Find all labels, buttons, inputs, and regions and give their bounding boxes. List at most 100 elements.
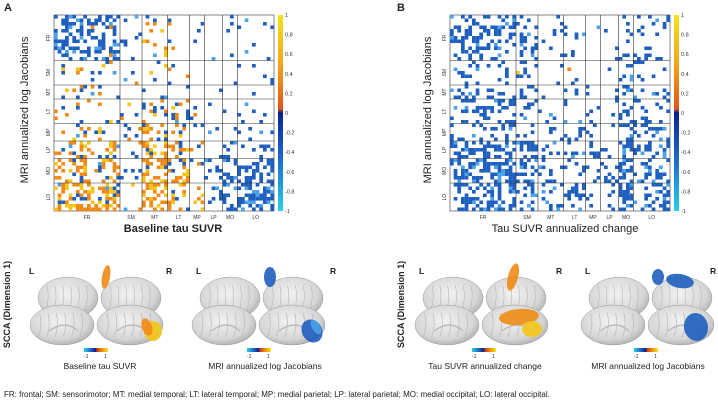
heatmap-a-cell xyxy=(164,64,168,68)
heatmap-b-cell xyxy=(519,39,524,44)
heatmap-a-cell xyxy=(105,197,110,201)
heatmap-a-cell xyxy=(175,113,179,117)
heatmap-a-cell xyxy=(164,183,168,187)
heatmap-b-cell xyxy=(563,32,568,37)
heatmap-a-cell xyxy=(68,57,73,61)
heatmap-a-cell xyxy=(248,176,253,180)
heatmap-b-cell xyxy=(479,207,484,212)
heatmap-b-cell xyxy=(479,200,484,205)
heatmap-a-cell xyxy=(112,29,117,33)
heatmap-a-cell xyxy=(61,162,66,166)
heatmap-b-cell xyxy=(505,22,509,26)
heatmap-b-cell xyxy=(659,144,663,149)
heatmap-b-cell xyxy=(497,172,502,177)
heatmap-a-cell xyxy=(222,158,227,163)
heatmap-b-cell xyxy=(475,64,480,68)
heatmap-a-cell xyxy=(109,25,113,30)
heatmap-b-cell xyxy=(593,155,597,159)
heatmap-a-cell xyxy=(145,165,150,170)
heatmap-b-cell xyxy=(461,155,465,159)
heatmap-a-cell xyxy=(79,165,84,170)
heatmap-a-cell xyxy=(178,102,183,107)
heatmap-a-xtick: MT xyxy=(151,215,158,221)
heatmap-b-cell xyxy=(464,109,469,114)
heatmap-b-cell xyxy=(567,141,572,145)
heatmap-a-cell xyxy=(145,123,150,128)
heatmap-b-cell xyxy=(523,46,528,51)
heatmap-a-cell xyxy=(270,204,275,208)
heatmap-a-ylabel: MRI annualized log Jacobians xyxy=(19,36,31,184)
heatmap-a-cell xyxy=(87,53,91,58)
heatmap-a-cell xyxy=(230,53,234,58)
heatmap-a-cell xyxy=(105,57,110,61)
heatmap-a-cell xyxy=(138,127,143,131)
heatmap-b-cell xyxy=(512,176,517,180)
heatmap-a-cell xyxy=(76,71,80,75)
heatmap-b-cell xyxy=(519,158,524,163)
heatmap-b-cell xyxy=(640,116,645,121)
heatmap-a-cell xyxy=(153,22,157,26)
heatmap-a-cell xyxy=(255,183,260,187)
heatmap-b-cell xyxy=(464,155,469,159)
heatmap-a-cell xyxy=(142,179,146,184)
heatmap-a-cell xyxy=(68,158,73,163)
heatmap-a-cell xyxy=(79,186,84,191)
heatmap-b-cell xyxy=(457,186,462,191)
heatmap-b-cell xyxy=(494,137,498,142)
brain-b1-left-lateral-sulcus xyxy=(469,285,473,311)
heatmap-b-cell xyxy=(662,204,667,208)
heatmap-a-cell xyxy=(76,207,80,212)
heatmap-b-cell xyxy=(497,148,502,152)
heatmap-a-cell xyxy=(79,127,84,131)
heatmap-b-cell xyxy=(450,88,454,93)
minibar-b1 xyxy=(472,348,496,352)
heatmap-a-cell xyxy=(252,109,256,114)
heatmap-b-cell xyxy=(618,57,623,61)
heatmap-b-cell xyxy=(519,200,524,205)
heatmap-b-ytick: LO xyxy=(442,194,448,201)
heatmap-a-cell xyxy=(94,46,99,51)
heatmap-a-cell xyxy=(101,43,106,47)
heatmap-b-cell xyxy=(530,148,535,152)
heatmap-a-cell xyxy=(193,39,198,44)
heatmap-b-cell xyxy=(468,57,473,61)
heatmap-a-cell xyxy=(197,29,201,33)
blob-a1-orange-2 xyxy=(141,318,153,336)
heatmap-b-cell xyxy=(626,85,630,89)
heatmap-a-cell xyxy=(79,197,84,201)
heatmap-b-cell xyxy=(648,15,652,19)
heatmap-a-cell xyxy=(134,36,139,40)
heatmap-b-cell xyxy=(494,200,498,205)
heatmap-b-cell xyxy=(655,57,660,61)
heatmap-a-cell xyxy=(57,39,62,44)
heatmap-b-cell xyxy=(622,85,627,89)
heatmap-a-cell xyxy=(98,50,102,54)
heatmap-a-cell xyxy=(160,151,165,156)
heatmap-a-cell xyxy=(156,193,161,198)
heatmap-a-cell xyxy=(200,162,205,166)
heatmap-b-cell xyxy=(651,200,656,205)
heatmap-a-cell xyxy=(98,46,102,51)
heatmap-b-cell xyxy=(629,165,634,170)
heatmap-a-cell xyxy=(134,155,139,159)
heatmap-a-cell xyxy=(153,151,157,156)
heatmap-a-cell xyxy=(226,148,231,152)
heatmap-b-cell xyxy=(468,46,473,51)
heatmap-b-cell xyxy=(640,106,645,110)
heatmap-b-cell xyxy=(622,53,627,58)
heatmap-b-cell xyxy=(622,102,627,107)
heatmap-b-cell xyxy=(453,53,458,58)
heatmap-a-cell xyxy=(131,71,135,75)
heatmap-a-cell xyxy=(61,169,66,173)
heatmap-a-cell xyxy=(65,113,69,117)
brain-b2-left-lateral-sulcus xyxy=(635,285,639,311)
heatmap-a-cell xyxy=(230,179,234,184)
heatmap-a-cell xyxy=(259,204,264,208)
heatmap-b-cell xyxy=(475,92,480,96)
brain-b1-left-medial-sulcus xyxy=(431,312,435,338)
heatmap-a-cell xyxy=(142,144,146,149)
heatmap-b-cell xyxy=(512,25,517,30)
heatmap-b-cell xyxy=(607,193,612,198)
heatmap-a-cell xyxy=(237,172,242,177)
heatmap-b-cell xyxy=(461,43,465,47)
